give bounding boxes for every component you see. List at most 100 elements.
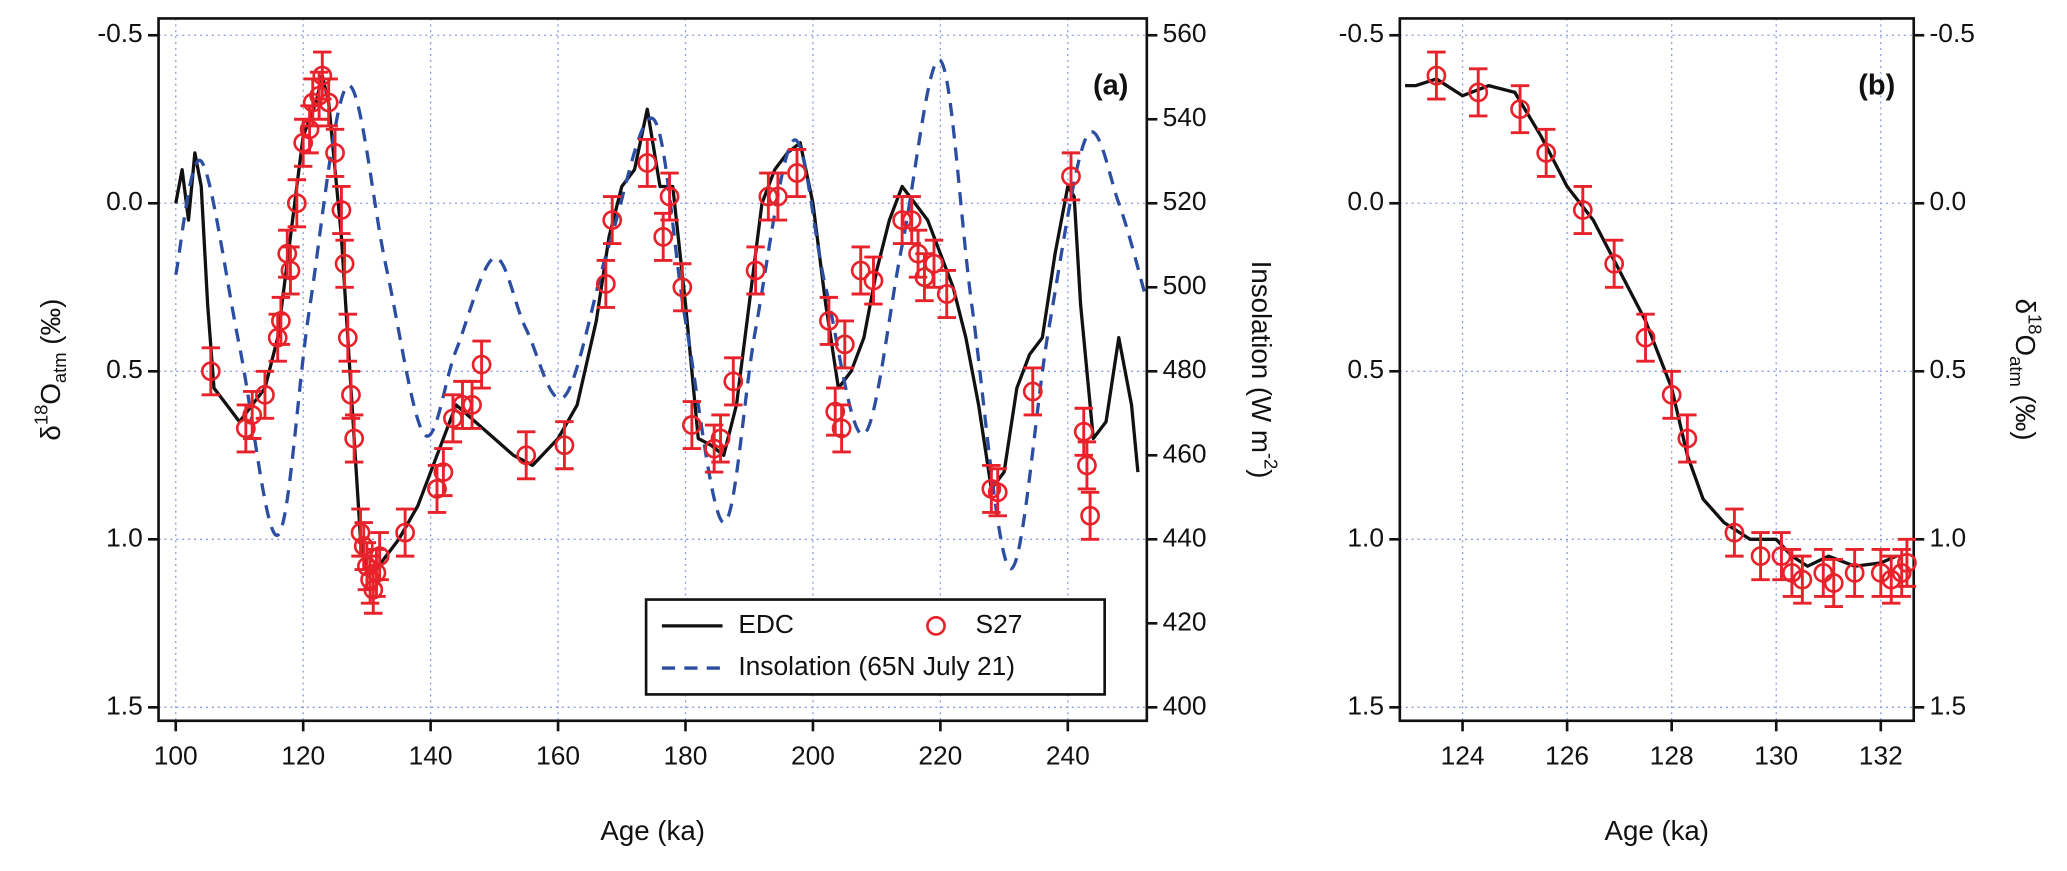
error-bar xyxy=(1662,369,1681,420)
error-bar xyxy=(1636,312,1655,363)
data-point xyxy=(831,418,852,439)
data-point xyxy=(863,270,884,291)
error-bar xyxy=(1751,531,1770,582)
error-bar xyxy=(1077,440,1097,491)
data-point xyxy=(1823,573,1844,593)
y2-tick-label: 1.0 xyxy=(1930,522,1967,552)
legend-label: Insolation (65N July 21) xyxy=(738,651,1015,681)
data-point xyxy=(1061,166,1081,187)
data-point xyxy=(1073,421,1094,442)
data-point xyxy=(1510,99,1530,120)
error-bar xyxy=(300,104,319,155)
error-bar xyxy=(341,369,361,420)
error-bar xyxy=(271,295,291,346)
plot-frame xyxy=(1398,17,1916,723)
y-tick-label: 0.0 xyxy=(106,186,143,216)
error-bar xyxy=(1882,554,1901,605)
label-part: atm xyxy=(2006,356,2027,387)
data-point xyxy=(834,334,855,355)
y-tick-label: -0.5 xyxy=(1339,18,1384,48)
error-bar xyxy=(1725,507,1744,558)
label-part: O xyxy=(35,383,66,405)
data-point xyxy=(987,482,1008,503)
data-point xyxy=(471,354,492,375)
y-tick-label: 1.5 xyxy=(106,690,143,720)
error-bar xyxy=(988,467,1007,518)
data-point xyxy=(1881,569,1902,590)
label-part: -2 xyxy=(1260,453,1281,469)
x-axis-title: Age (ka) xyxy=(600,815,705,846)
panel-label: (a) xyxy=(1093,70,1128,102)
data-point xyxy=(1844,563,1865,583)
x-tick-label: 140 xyxy=(409,741,453,771)
label-part: δ xyxy=(2010,299,2041,314)
data-point xyxy=(516,445,537,466)
label-part: (‰) xyxy=(2010,387,2041,441)
data-point xyxy=(1771,546,1792,567)
y2-tick-label: 1.5 xyxy=(1930,690,1967,720)
error-bar xyxy=(555,420,574,471)
data-point xyxy=(1897,552,1917,573)
error-bar xyxy=(338,312,358,363)
error-bar xyxy=(325,127,345,178)
data-point xyxy=(710,428,731,449)
x-tick-label: 160 xyxy=(536,741,580,771)
data-point xyxy=(1724,522,1745,543)
data-point xyxy=(704,438,725,459)
data-point xyxy=(901,210,922,230)
label-part: ) xyxy=(1246,469,1277,478)
error-bar xyxy=(287,178,307,229)
error-bar xyxy=(851,245,870,296)
data-point xyxy=(1677,428,1698,449)
data-point xyxy=(242,405,263,425)
error-bar xyxy=(937,269,956,319)
data-point xyxy=(1870,563,1891,583)
data-point xyxy=(369,546,390,567)
y2-tick-label: 480 xyxy=(1163,354,1207,384)
data-point xyxy=(299,119,320,140)
x-tick-label: 180 xyxy=(664,741,708,771)
error-bar xyxy=(1782,547,1802,598)
error-bar xyxy=(602,195,622,246)
y2-tick-label: -0.5 xyxy=(1930,18,1975,48)
error-bar xyxy=(1573,185,1593,235)
x-tick-label: 100 xyxy=(154,741,198,771)
y2-tick-label: 0.0 xyxy=(1930,186,1967,216)
error-bar xyxy=(281,245,300,296)
error-bar xyxy=(832,403,851,454)
data-point xyxy=(659,186,680,207)
data-point xyxy=(1468,82,1489,103)
data-point xyxy=(745,260,766,281)
y2-tick-label: 560 xyxy=(1163,18,1207,48)
error-bar xyxy=(660,171,679,222)
legend-label: S27 xyxy=(976,609,1023,639)
y-axis-title: δ18Oatm (‰) xyxy=(30,299,69,441)
error-bar xyxy=(596,258,616,309)
error-bar xyxy=(724,356,743,407)
x-axis-title: Age (ka) xyxy=(1605,815,1710,846)
data-point xyxy=(768,186,788,207)
data-point xyxy=(1750,546,1771,567)
data-point xyxy=(200,361,221,382)
label-part: 18 xyxy=(2025,314,2046,335)
data-point xyxy=(1635,327,1656,348)
data-point xyxy=(350,522,371,543)
error-bar xyxy=(746,245,765,296)
data-point xyxy=(341,384,361,405)
data-point xyxy=(850,260,871,281)
error-bar xyxy=(309,70,329,121)
error-bar xyxy=(434,447,453,498)
legend-label: EDC xyxy=(738,609,794,639)
error-bar xyxy=(462,379,482,430)
error-bar xyxy=(768,171,788,222)
data-point xyxy=(554,435,575,456)
data-point xyxy=(337,327,358,348)
x-tick-label: 240 xyxy=(1046,741,1090,771)
x-tick-label: 120 xyxy=(281,741,325,771)
dashed-line xyxy=(174,58,1146,571)
error-bar xyxy=(255,369,275,420)
data-point xyxy=(936,284,957,304)
data-point xyxy=(1077,455,1097,476)
data-point xyxy=(331,200,352,220)
legend-marker xyxy=(926,616,946,636)
